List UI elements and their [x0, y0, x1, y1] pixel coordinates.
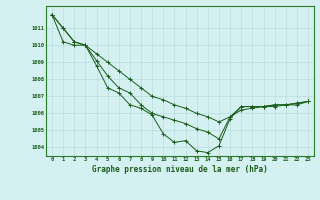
X-axis label: Graphe pression niveau de la mer (hPa): Graphe pression niveau de la mer (hPa) — [92, 165, 268, 174]
